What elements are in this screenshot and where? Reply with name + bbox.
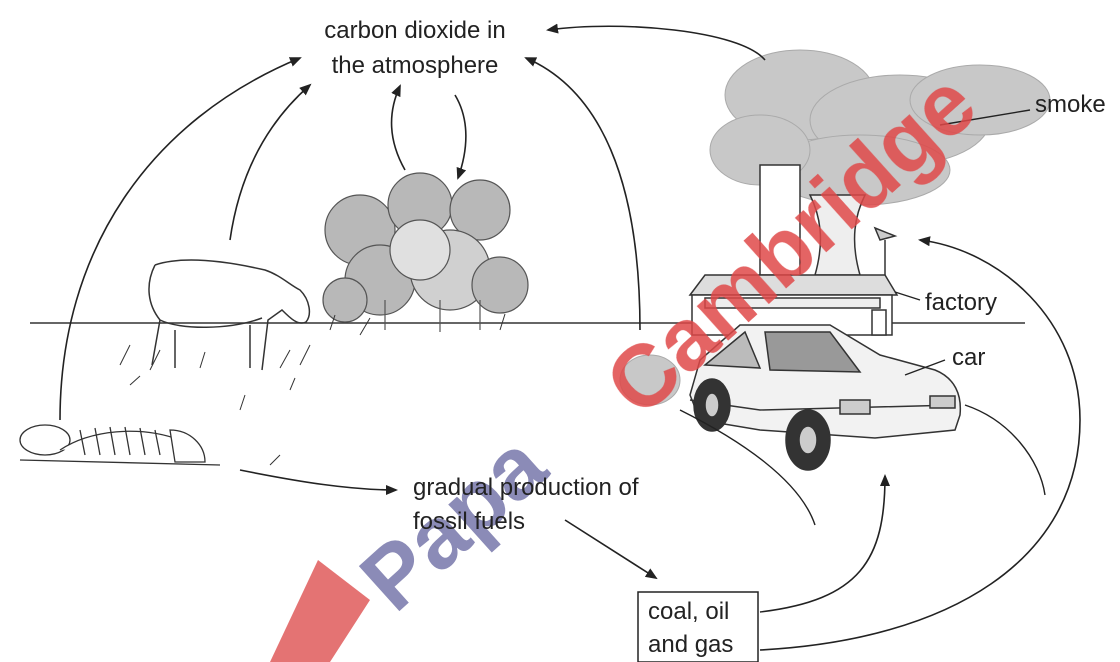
arrows: [59, 23, 1081, 651]
label: gradual production of: [413, 474, 639, 501]
label: car: [952, 344, 985, 371]
label: coal, oil: [648, 598, 729, 625]
trees: [322, 172, 529, 332]
label: the atmosphere: [332, 52, 499, 79]
factory: [688, 164, 899, 336]
skeleton: [19, 424, 221, 466]
cow: [148, 259, 311, 371]
label: factory: [925, 289, 997, 316]
car: [689, 324, 962, 471]
label: smoke: [1035, 91, 1106, 118]
label: and gas: [648, 631, 733, 658]
label: carbon dioxide in: [324, 17, 505, 44]
fuel-box: [637, 591, 759, 662]
smoke: [619, 49, 1051, 406]
grass: [119, 313, 506, 466]
label: fossil fuels: [413, 508, 525, 535]
